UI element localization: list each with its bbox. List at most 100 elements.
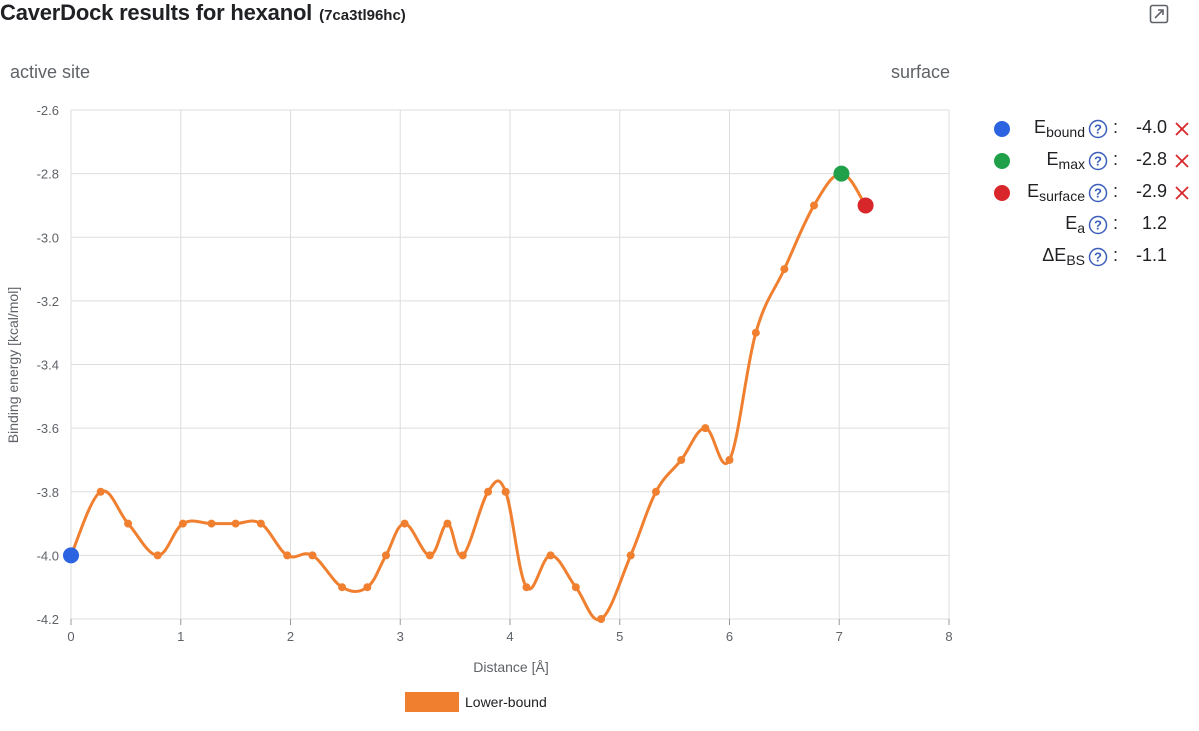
data-point[interactable] (501, 487, 510, 496)
close-icon (1175, 186, 1189, 200)
data-point[interactable] (256, 519, 265, 528)
x-tick-label: 4 (506, 629, 513, 644)
chart-grid (70, 109, 950, 625)
stat-value: -2.8 (1135, 149, 1167, 169)
svg-text:?: ? (1094, 154, 1102, 169)
data-point[interactable] (178, 519, 187, 528)
data-point[interactable] (701, 424, 710, 433)
direction-label-right: surface (890, 62, 950, 82)
data-point[interactable] (651, 487, 660, 496)
stat-label: Ebound (1034, 117, 1085, 140)
data-point[interactable] (484, 487, 493, 496)
x-axis-ticks: 0 1 2 3 4 5 6 7 8 (67, 629, 952, 644)
data-point[interactable] (400, 519, 409, 528)
data-point[interactable] (338, 583, 347, 592)
stat-dot (994, 185, 1010, 201)
data-point[interactable] (571, 583, 580, 592)
job-id: (7ca3tl96hc) (319, 7, 406, 24)
help-icon[interactable]: ? (1088, 119, 1108, 139)
remove-marker-button[interactable] (1174, 121, 1190, 137)
marker-e-surface[interactable] (857, 197, 874, 214)
remove-marker-button[interactable] (1174, 185, 1190, 201)
direction-label-left: active site (10, 62, 91, 82)
stat-row-BS: ΔEBS?: -1.1 (985, 243, 1195, 271)
y-tick-label: -3.6 (37, 421, 59, 436)
expand-button[interactable] (1148, 3, 1170, 25)
x-tick-label: 6 (726, 629, 733, 644)
stat-dot (994, 121, 1010, 137)
data-point[interactable] (124, 519, 133, 528)
stat-colon: : (1113, 181, 1119, 201)
stat-value: 1.2 (1141, 213, 1167, 233)
marker-e-max[interactable] (833, 165, 850, 182)
y-axis-title: Binding energy [kcal/mol] (5, 287, 21, 443)
help-icon[interactable]: ? (1088, 247, 1108, 267)
chart-legend[interactable]: Lower-bound (405, 692, 547, 712)
stat-row-a: Ea?: 1.2 (985, 211, 1195, 239)
data-point[interactable] (522, 583, 531, 592)
y-tick-label: -2.8 (37, 167, 59, 182)
energy-markers (63, 165, 874, 564)
svg-text:?: ? (1094, 186, 1102, 201)
marker-e-bound[interactable] (63, 547, 79, 564)
data-point[interactable] (780, 265, 789, 274)
stat-label: Ea (1065, 213, 1085, 236)
remove-marker-button[interactable] (1174, 153, 1190, 169)
page-title: CaverDock results for hexanol (0, 0, 313, 25)
data-point[interactable] (725, 455, 734, 464)
data-point[interactable] (546, 551, 555, 560)
x-tick-label: 2 (287, 629, 294, 644)
data-point[interactable] (810, 201, 819, 210)
data-point[interactable] (96, 487, 105, 496)
help-icon[interactable]: ? (1088, 215, 1108, 235)
stat-label: ΔEBS (1042, 245, 1085, 268)
series-line-lower-bound (69, 172, 867, 622)
data-point[interactable] (626, 551, 635, 560)
stat-colon: : (1113, 117, 1119, 137)
x-tick-label: 3 (397, 629, 404, 644)
data-point[interactable] (308, 551, 317, 560)
legend-label: Lower-bound (465, 694, 547, 710)
stat-dot (994, 153, 1010, 169)
data-point[interactable] (751, 328, 760, 337)
y-axis-ticks: -4.2 -4.0 -3.8 -3.6 -3.4 -3.2 -3.0 -2.8 -2.6 (37, 103, 59, 627)
close-icon (1175, 122, 1189, 136)
data-point[interactable] (677, 455, 686, 464)
data-point[interactable] (458, 551, 467, 560)
data-point[interactable] (443, 519, 452, 528)
data-point[interactable] (231, 519, 240, 528)
stat-row-max: Emax?: -2.8 (985, 147, 1195, 175)
svg-text:?: ? (1094, 122, 1102, 137)
svg-text:?: ? (1094, 250, 1102, 265)
stat-row-bound: Ebound?: -4.0 (985, 115, 1195, 143)
stat-colon: : (1113, 149, 1119, 169)
stat-colon: : (1113, 245, 1119, 265)
stat-value: -1.1 (1135, 245, 1167, 265)
expand-icon (1149, 4, 1169, 24)
x-tick-label: 8 (945, 629, 952, 644)
y-tick-label: -4.2 (37, 612, 59, 627)
y-tick-label: -4.0 (37, 548, 59, 563)
y-tick-label: -2.6 (37, 103, 59, 118)
data-point[interactable] (597, 615, 606, 623)
y-tick-label: -3.2 (37, 294, 59, 309)
stat-colon: : (1113, 213, 1119, 233)
data-point[interactable] (381, 551, 390, 560)
data-point[interactable] (363, 583, 372, 592)
energy-chart: -4.2 -4.0 -3.8 -3.6 -3.4 -3.2 -3.0 -2.8 -2.6 0 1 2… (5, 103, 953, 675)
legend-swatch (405, 692, 459, 712)
x-tick-label: 1 (177, 629, 184, 644)
data-point[interactable] (283, 551, 292, 560)
stat-value: -4.0 (1135, 117, 1167, 137)
help-icon[interactable]: ? (1088, 151, 1108, 171)
x-tick-label: 7 (836, 629, 843, 644)
stat-value: -2.9 (1135, 181, 1167, 201)
data-point[interactable] (425, 551, 434, 560)
x-tick-label: 5 (616, 629, 623, 644)
svg-text:?: ? (1094, 218, 1102, 233)
help-icon[interactable]: ? (1088, 183, 1108, 203)
stat-label: Emax (1046, 149, 1085, 172)
data-point[interactable] (153, 551, 162, 560)
data-point[interactable] (207, 519, 216, 528)
stat-row-surface: Esurface?: -2.9 (985, 179, 1195, 207)
